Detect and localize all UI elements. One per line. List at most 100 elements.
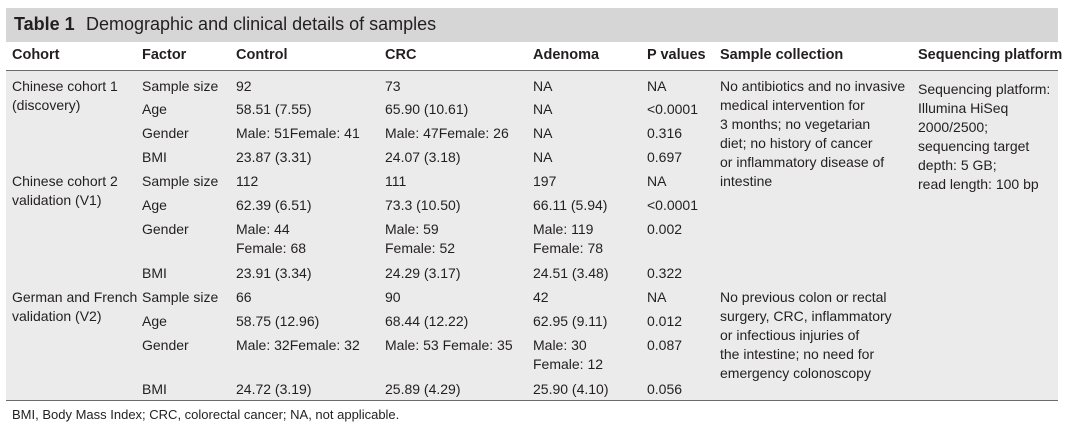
header-sequencing-platform: Sequencing platform (918, 47, 1063, 63)
cohort-name: (discovery) (12, 97, 81, 113)
header-p-values: P values (647, 47, 706, 63)
table-background (6, 8, 1058, 400)
control-cell: 24.72 (3.19) (236, 381, 312, 397)
factor-cell: Age (142, 313, 167, 329)
p-value-cell: <0.0001 (647, 197, 698, 213)
control-cell: 23.87 (3.31) (236, 149, 312, 165)
adenoma-cell: Male: 30 (533, 337, 587, 353)
factor-cell: Gender (142, 221, 189, 237)
crc-cell: 90 (385, 289, 401, 305)
crc-cell: 24.29 (3.17) (385, 265, 461, 281)
factor-cell: Gender (142, 337, 189, 353)
sequencing-platform-text: Illumina HiSeq (918, 100, 1009, 116)
p-value-cell: 0.322 (647, 265, 683, 281)
p-value-cell: <0.0001 (647, 101, 698, 117)
adenoma-cell: Female: 12 (533, 356, 604, 372)
p-value-cell: 0.697 (647, 149, 683, 165)
header-control: Control (236, 47, 288, 63)
header-adenoma: Adenoma (533, 47, 600, 63)
adenoma-cell: NA (533, 149, 553, 165)
control-cell: 62.39 (6.51) (236, 197, 312, 213)
sequencing-platform-text: 2000/2500; (918, 119, 989, 135)
cohort-name: validation (V1) (12, 192, 102, 208)
adenoma-cell: NA (533, 101, 553, 117)
p-value-cell: 0.087 (647, 337, 683, 353)
header-cohort: Cohort (12, 47, 60, 63)
crc-cell: 73.3 (10.50) (385, 197, 461, 213)
sample-collection-text: No antibiotics and no invasive (720, 78, 906, 94)
control-cell: 58.75 (12.96) (236, 313, 320, 329)
adenoma-cell: 197 (533, 173, 557, 189)
factor-cell: Sample size (142, 173, 219, 189)
sequencing-platform-text: depth: 5 GB; (918, 157, 997, 173)
p-value-cell: NA (647, 78, 667, 94)
table-number: Table 1 (14, 14, 75, 34)
sample-collection-text: diet; no history of cancer (720, 135, 873, 151)
crc-cell: Male: 53 Female: 35 (385, 337, 513, 353)
cohort-name: Chinese cohort 1 (12, 78, 118, 94)
table-title: Demographic and clinical details of samp… (86, 14, 437, 34)
factor-cell: BMI (142, 265, 167, 281)
control-cell: Male: 44 (236, 221, 290, 237)
adenoma-cell: Female: 78 (533, 240, 604, 256)
crc-cell: 24.07 (3.18) (385, 149, 461, 165)
adenoma-cell: 42 (533, 289, 549, 305)
control-cell: 58.51 (7.55) (236, 101, 312, 117)
factor-cell: Sample size (142, 289, 219, 305)
p-value-cell: NA (647, 173, 667, 189)
crc-cell: 73 (385, 78, 401, 94)
factor-cell: Gender (142, 125, 189, 141)
factor-cell: BMI (142, 149, 167, 165)
adenoma-cell: 62.95 (9.11) (533, 313, 608, 329)
p-value-cell: 0.002 (647, 221, 683, 237)
table-footnote: BMI, Body Mass Index; CRC, colorectal ca… (12, 407, 400, 422)
crc-cell: Male: 59 (385, 221, 439, 237)
adenoma-cell: NA (533, 78, 553, 94)
crc-cell: Female: 52 (385, 240, 456, 256)
control-cell: Male: 51Female: 41 (236, 125, 360, 141)
sequencing-platform-text: sequencing target (918, 138, 1030, 154)
sample-collection-text: intestine (720, 173, 773, 189)
crc-cell: Male: 47Female: 26 (385, 125, 509, 141)
control-cell: 66 (236, 289, 252, 305)
header-crc: CRC (385, 47, 417, 63)
table-title-bar (6, 8, 1058, 42)
p-value-cell: 0.316 (647, 125, 683, 141)
sample-collection-text: emergency colonoscopy (720, 365, 871, 381)
header-sample-collection: Sample collection (720, 47, 844, 63)
header-bottom-rule (6, 70, 1058, 71)
sample-collection-text: No previous colon or rectal (720, 289, 887, 305)
p-value-cell: 0.012 (647, 313, 683, 329)
factor-cell: Age (142, 101, 167, 117)
table-bottom-rule (6, 400, 1058, 401)
cohort-name: validation (V2) (12, 308, 102, 324)
factor-cell: Age (142, 197, 167, 213)
sample-collection-text: or inflammatory disease of (720, 154, 885, 170)
sample-collection-text: 3 months; no vegetarian (720, 116, 871, 132)
sample-collection-text: surgery, CRC, inflammatory (720, 308, 892, 324)
sample-collection-text: or infectious injuries of (720, 327, 860, 343)
crc-cell: 68.44 (12.22) (385, 313, 469, 329)
control-cell: 92 (236, 78, 252, 94)
header-factor: Factor (142, 47, 187, 63)
control-cell: Female: 68 (236, 240, 307, 256)
header-row (6, 42, 1058, 70)
control-cell: 112 (236, 173, 259, 189)
adenoma-cell: NA (533, 125, 553, 141)
sample-collection-text: medical intervention for (720, 97, 865, 113)
control-cell: 23.91 (3.34) (236, 265, 312, 281)
adenoma-cell: Male: 119 (533, 221, 594, 237)
p-value-cell: 0.056 (647, 381, 683, 397)
sequencing-platform-text: Sequencing platform: (918, 81, 1051, 97)
control-cell: Male: 32Female: 32 (236, 337, 360, 353)
cohort-name: Chinese cohort 2 (12, 173, 118, 189)
crc-cell: 65.90 (10.61) (385, 101, 469, 117)
p-value-cell: NA (647, 289, 667, 305)
cohort-name: German and French (12, 289, 138, 305)
adenoma-cell: 66.11 (5.94) (533, 197, 608, 213)
crc-cell: 111 (385, 173, 407, 189)
factor-cell: BMI (142, 381, 167, 397)
sample-collection-text: the intestine; no need for (720, 346, 875, 362)
crc-cell: 25.89 (4.29) (385, 381, 461, 397)
